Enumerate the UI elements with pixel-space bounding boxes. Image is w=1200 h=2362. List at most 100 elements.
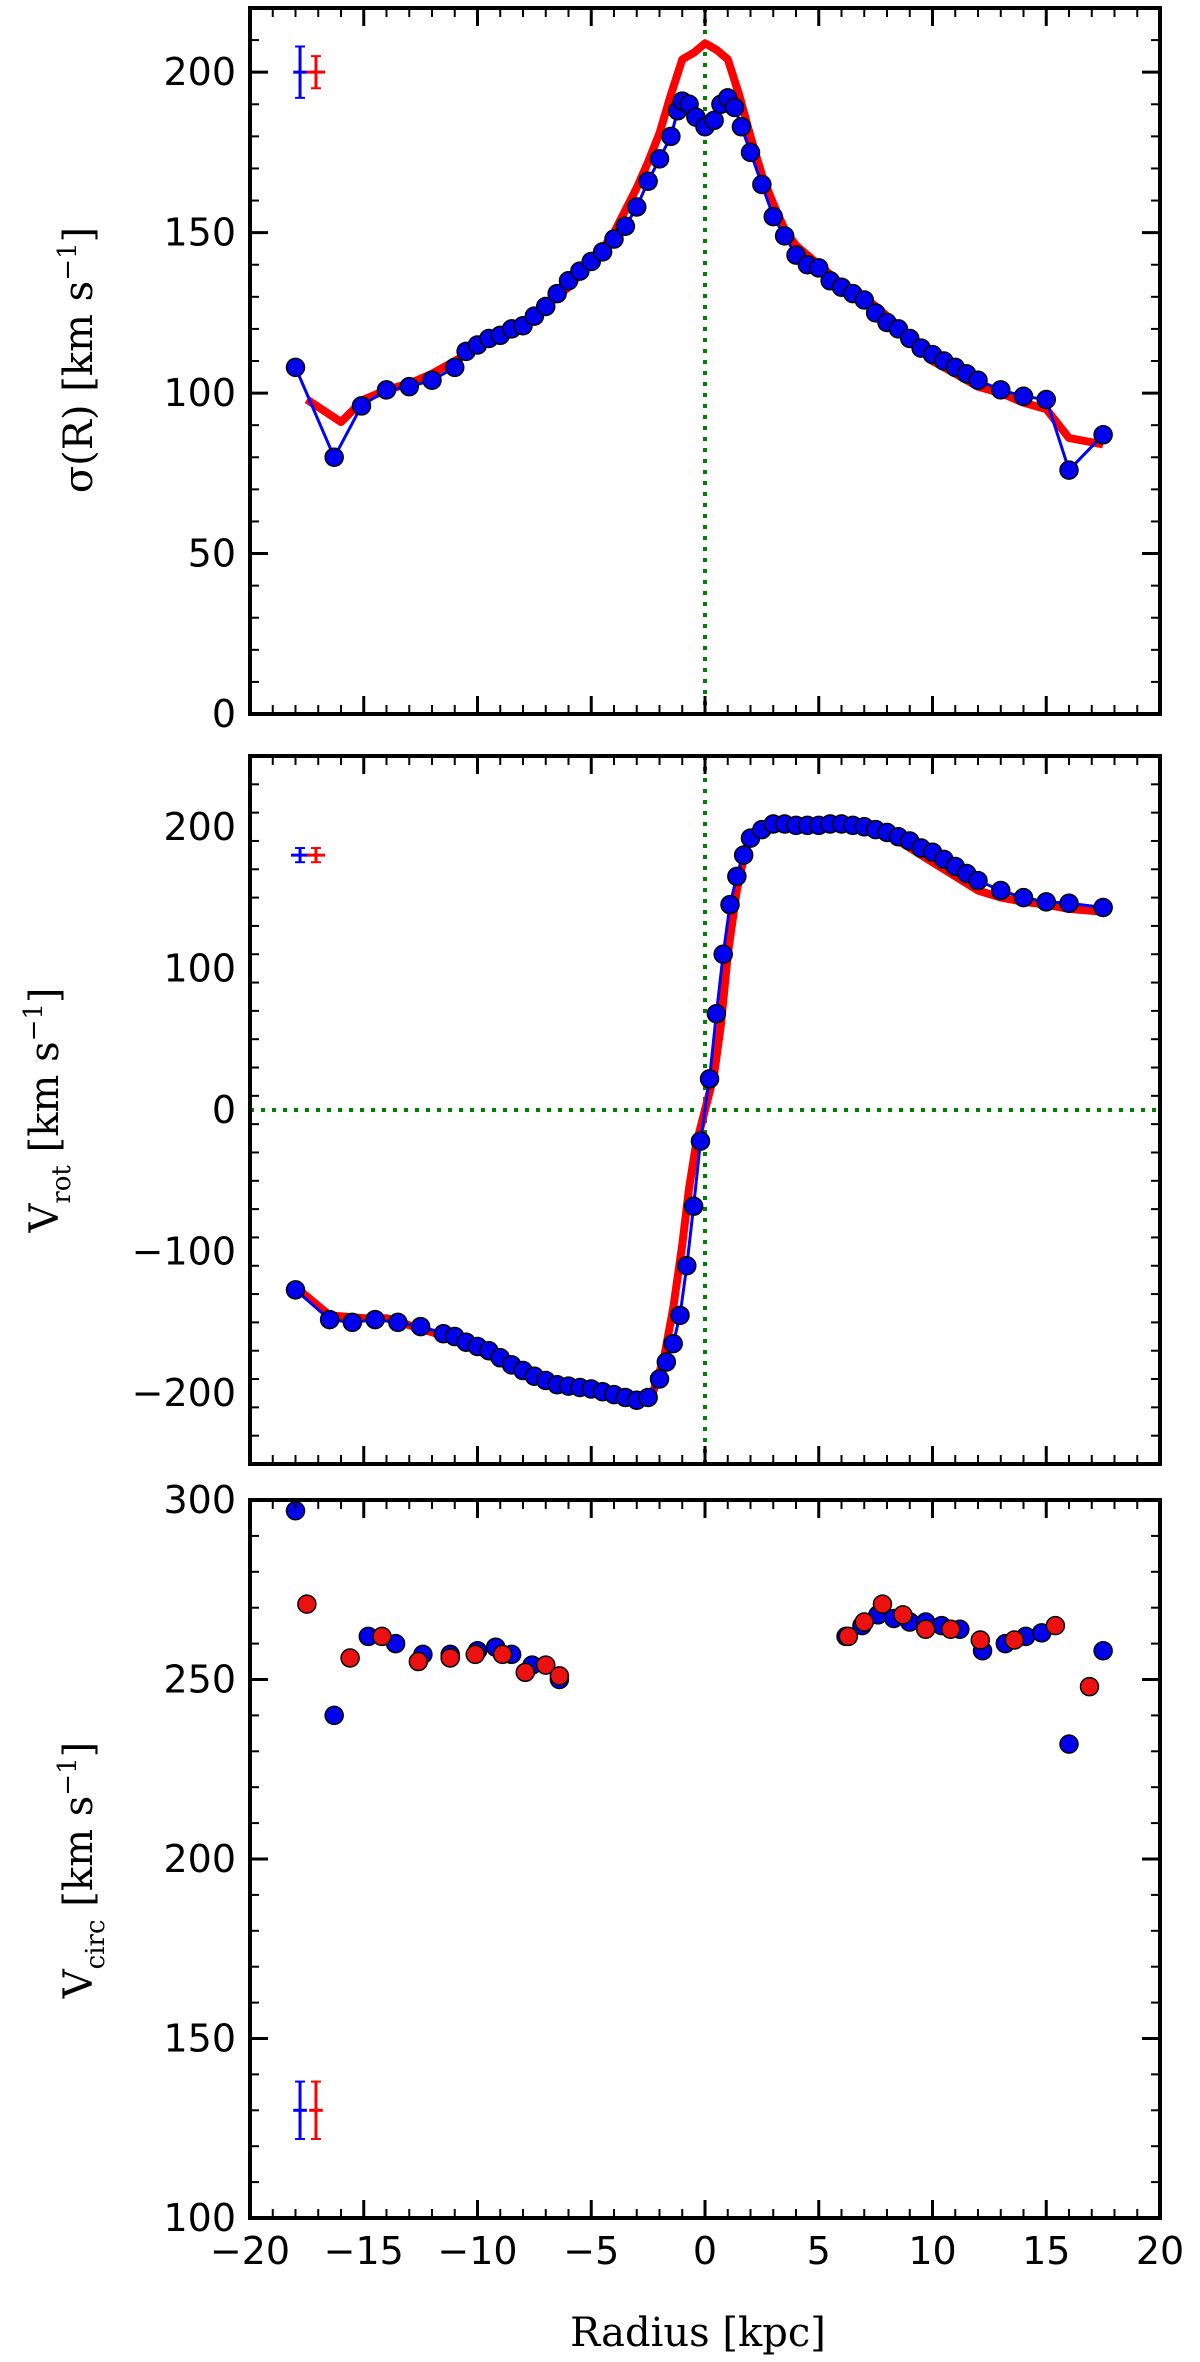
y-tick-label: 150	[163, 211, 236, 255]
data-point-observed	[713, 944, 733, 964]
data-point-observed	[724, 97, 745, 118]
axes-frame	[248, 1498, 1162, 2220]
panel-rotation-velocity: −200 −100 0 100 200 Vrot [km s−1]	[19, 754, 1162, 1466]
data-point-observed	[733, 845, 754, 865]
data-point-observed	[720, 894, 740, 915]
data-point-observed	[656, 1352, 677, 1372]
data-point-observed	[1013, 386, 1034, 407]
data-point-observed	[740, 142, 761, 163]
x-tick-label: −15	[324, 2229, 404, 2273]
data-point-blue-points	[1059, 1734, 1079, 1754]
y-tick-label: 0	[212, 1088, 236, 1132]
data-point-observed	[763, 206, 783, 227]
data-point-observed	[342, 1312, 363, 1333]
x-tick-label: 15	[1022, 2229, 1070, 2273]
data-point-red-points	[515, 1662, 536, 1683]
data-point-red-points	[465, 1644, 485, 1665]
data-point-observed	[854, 290, 874, 310]
data-point-red-points	[492, 1644, 513, 1665]
data-point-observed	[399, 376, 419, 397]
y-tick-label: 0	[212, 692, 236, 736]
data-point-observed	[1093, 425, 1113, 445]
data-point-observed	[285, 357, 306, 378]
xlabel-radius: Radius [kpc]	[570, 2310, 826, 2356]
data-point-observed	[445, 357, 465, 378]
data-point-observed	[968, 370, 988, 391]
data-point-observed	[592, 242, 613, 262]
data-point-red-points	[893, 1605, 913, 1625]
data-point-observed	[1013, 887, 1034, 908]
data-point-red-points	[940, 1619, 961, 1639]
ylabel-circular: Vcirc [km s−1]	[53, 1742, 111, 1999]
data-point-observed	[706, 1003, 727, 1024]
data-point-observed	[731, 116, 752, 137]
data-point-observed	[704, 110, 724, 131]
series-line-observed	[294, 96, 1105, 472]
data-point-observed	[604, 229, 624, 249]
x-tick-label: −20	[210, 2229, 290, 2273]
y-tick-label: −200	[132, 1371, 236, 1415]
y-tick-label: 200	[163, 50, 236, 94]
data-point-observed	[376, 380, 397, 400]
y-tick-label: 100	[163, 946, 236, 990]
y-tick-label: 100	[163, 2196, 236, 2240]
y-tick-label: 150	[163, 2017, 236, 2061]
data-point-observed	[410, 1316, 431, 1337]
plot-area-dispersion: 0 50 100 150 200	[163, 6, 1162, 736]
data-point-observed	[727, 866, 747, 887]
data-point-observed	[683, 1196, 704, 1217]
data-point-red-points	[854, 1612, 874, 1632]
data-point-observed	[319, 1309, 340, 1330]
data-point-observed	[285, 1280, 306, 1300]
data-point-observed	[649, 1369, 670, 1389]
x-tick-label: 0	[693, 2229, 717, 2273]
data-point-observed	[968, 870, 988, 891]
ylabel-dispersion: σ(R) [km s−1]	[53, 227, 102, 493]
data-point-red-points	[297, 1594, 317, 1614]
y-tick-label: 300	[163, 1478, 236, 1522]
data-point-red-points	[838, 1626, 859, 1647]
series-line-observed	[294, 822, 1104, 1402]
data-point-red-points	[536, 1655, 556, 1675]
x-tick-label: −5	[563, 2229, 619, 2273]
data-point-red-points	[1045, 1615, 1066, 1636]
x-tick-label: 10	[908, 2229, 956, 2273]
plot-area-circular: −20 −15 −10 −5 0 5 10 15 20 100 150 200 250 300	[163, 1478, 1184, 2273]
data-point-observed	[1059, 893, 1079, 914]
errorbar-red	[306, 847, 326, 864]
data-point-red-points	[372, 1626, 392, 1647]
errorbar-red	[309, 2080, 323, 2141]
data-point-observed	[809, 258, 829, 278]
data-point-observed	[388, 1312, 408, 1333]
data-point-observed	[1036, 892, 1056, 912]
x-tick-label: 20	[1136, 2229, 1184, 2273]
data-point-red-points	[408, 1651, 429, 1672]
data-point-observed	[547, 283, 567, 304]
data-point-observed	[752, 174, 772, 195]
data-point-observed	[670, 1305, 690, 1326]
data-point-observed	[774, 226, 795, 246]
data-point-observed	[422, 370, 442, 391]
y-tick-label: 200	[163, 1837, 236, 1881]
data-point-blue-points	[324, 1705, 344, 1726]
data-point-observed	[1059, 460, 1079, 480]
data-point-observed	[1036, 389, 1056, 410]
errorbar-blue	[293, 45, 307, 99]
data-point-red-points	[970, 1630, 991, 1650]
data-point-observed	[638, 1387, 658, 1408]
errorbar-blue	[293, 2080, 307, 2141]
y-tick-label: 250	[163, 1658, 236, 1702]
data-point-blue-points	[1093, 1641, 1113, 1661]
data-point-observed	[661, 126, 681, 147]
y-tick-label: 100	[163, 371, 236, 415]
data-point-observed	[991, 380, 1011, 400]
panel-circular-velocity: −20 −15 −10 −5 0 5 10 15 20 100 150 200 250 300 Vcirc…	[53, 1478, 1184, 2273]
data-point-observed	[638, 171, 658, 192]
data-point-red-points	[915, 1619, 936, 1639]
y-tick-label: 200	[163, 805, 236, 849]
data-point-observed	[1093, 897, 1113, 918]
data-point-observed	[324, 447, 344, 468]
data-point-red-points	[1079, 1676, 1100, 1697]
data-point-observed	[690, 1131, 711, 1151]
